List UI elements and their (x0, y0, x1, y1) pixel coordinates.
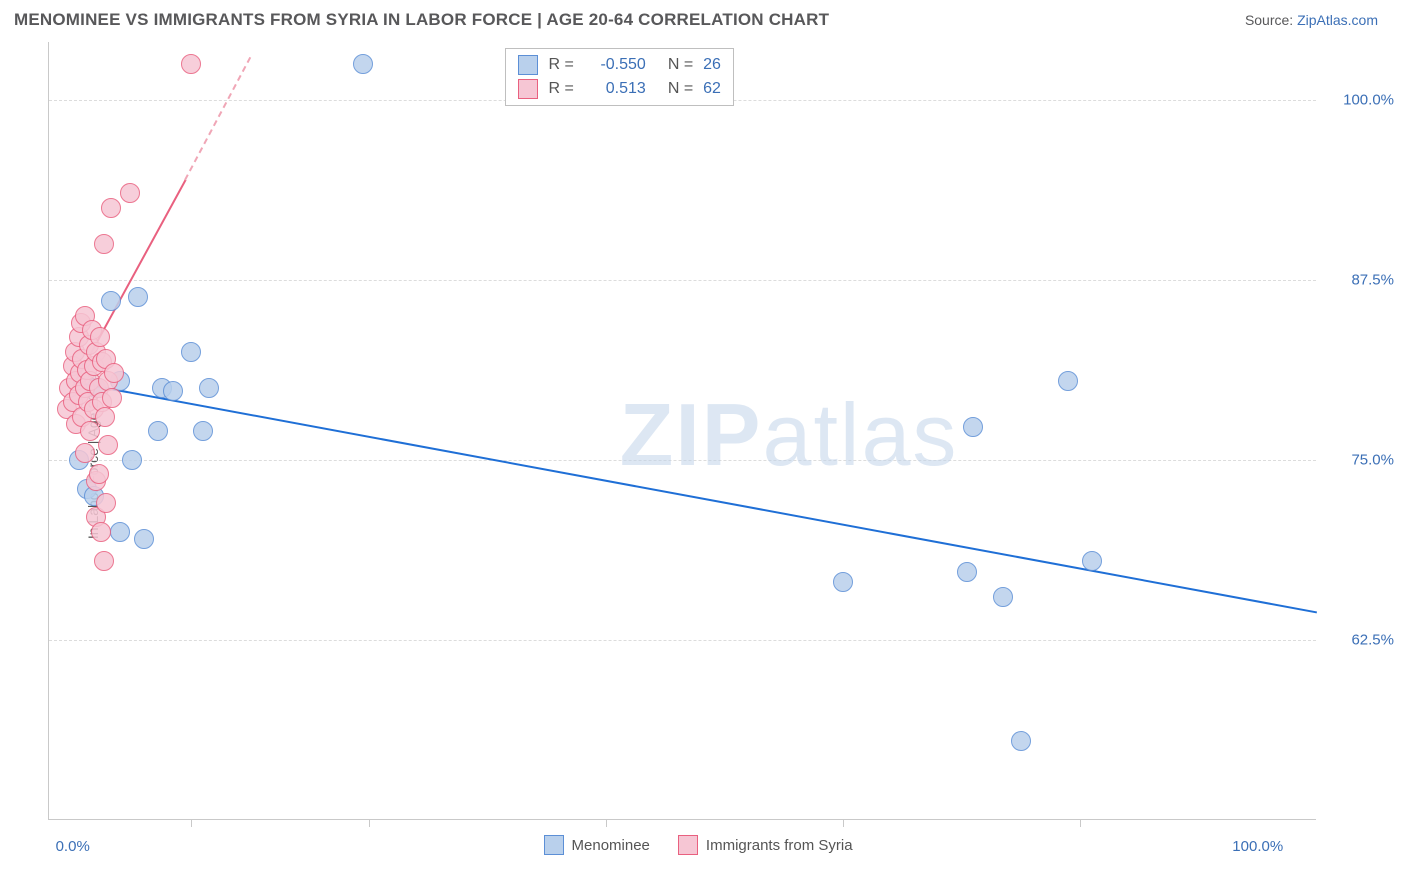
n-value: 62 (703, 80, 721, 98)
data-point (96, 493, 116, 513)
data-point (963, 417, 983, 437)
data-point (75, 443, 95, 463)
legend-label: Menominee (572, 837, 650, 854)
title-bar: MENOMINEE VS IMMIGRANTS FROM SYRIA IN LA… (0, 0, 1406, 36)
data-point (120, 183, 140, 203)
data-point (1011, 731, 1031, 751)
data-point (91, 522, 111, 542)
x-tick (191, 819, 192, 827)
legend-swatch (544, 835, 564, 855)
data-point (122, 450, 142, 470)
data-point (148, 421, 168, 441)
data-point (94, 234, 114, 254)
x-tick-label: 100.0% (1232, 838, 1283, 855)
r-label: R = (548, 80, 573, 98)
legend-row: R = 0.513 N = 62 (518, 79, 720, 99)
r-value: -0.550 (584, 56, 646, 74)
legend-swatch (518, 55, 538, 75)
data-point (134, 529, 154, 549)
x-tick (1080, 819, 1081, 827)
data-point (104, 363, 124, 383)
legend-row: R = -0.550 N = 26 (518, 55, 720, 75)
data-point (128, 287, 148, 307)
n-label: N = (668, 80, 693, 98)
y-tick-label: 62.5% (1324, 631, 1394, 648)
data-point (101, 198, 121, 218)
legend-swatch (518, 79, 538, 99)
data-point (353, 54, 373, 74)
x-tick (369, 819, 370, 827)
stats-legend: R = -0.550 N = 26 R = 0.513 N = 62 (505, 48, 733, 106)
legend-swatch (678, 835, 698, 855)
source-label: Source: ZipAtlas.com (1245, 12, 1378, 28)
data-point (90, 327, 110, 347)
x-tick (843, 819, 844, 827)
data-point (98, 435, 118, 455)
chart-area: In Labor Force | Age 20-64 62.5%75.0%87.… (4, 42, 1386, 870)
y-tick-label: 75.0% (1324, 451, 1394, 468)
gridline (49, 640, 1316, 641)
source-prefix: Source: (1245, 12, 1297, 28)
data-point (181, 54, 201, 74)
data-point (94, 551, 114, 571)
data-point (95, 407, 115, 427)
chart-title: MENOMINEE VS IMMIGRANTS FROM SYRIA IN LA… (14, 10, 829, 30)
trendline (73, 381, 1318, 613)
data-point (110, 522, 130, 542)
data-point (193, 421, 213, 441)
data-point (993, 587, 1013, 607)
r-label: R = (548, 56, 573, 74)
data-point (957, 562, 977, 582)
gridline (49, 280, 1316, 281)
data-point (102, 388, 122, 408)
legend-item: Immigrants from Syria (678, 835, 853, 855)
legend-item: Menominee (544, 835, 650, 855)
watermark: ZIPatlas (620, 384, 959, 486)
y-tick-label: 100.0% (1324, 91, 1394, 108)
legend-label: Immigrants from Syria (706, 837, 853, 854)
n-value: 26 (703, 56, 721, 74)
source-link[interactable]: ZipAtlas.com (1297, 12, 1378, 28)
data-point (1058, 371, 1078, 391)
data-point (1082, 551, 1102, 571)
data-point (181, 342, 201, 362)
scatter-plot: 62.5%75.0%87.5%100.0%0.0%100.0%ZIPatlasR… (48, 42, 1316, 820)
r-value: 0.513 (584, 80, 646, 98)
x-tick (606, 819, 607, 827)
data-point (101, 291, 121, 311)
data-point (163, 381, 183, 401)
data-point (199, 378, 219, 398)
data-point (89, 464, 109, 484)
data-point (833, 572, 853, 592)
series-legend: Menominee Immigrants from Syria (544, 835, 853, 855)
y-tick-label: 87.5% (1324, 271, 1394, 288)
trendline (184, 57, 251, 180)
x-tick-label: 0.0% (56, 838, 90, 855)
n-label: N = (668, 56, 693, 74)
gridline (49, 460, 1316, 461)
